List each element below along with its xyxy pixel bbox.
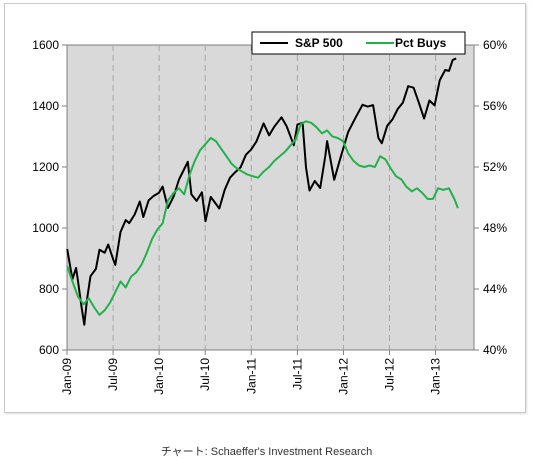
x-tick-label: Jul-09 (106, 358, 120, 391)
y-left-tick-label: 600 (39, 343, 59, 357)
chart-frame: Jan-09 Jul-09 Jan-10 Jul-10 Jan-11 Jul-11 Jan-… (4, 3, 526, 413)
legend-label: Pct Buys (395, 36, 447, 50)
legend-label: S&P 500 (295, 36, 343, 50)
chart: Jan-09 Jul-09 Jan-10 Jul-10 Jan-11 Jul-11 Jan-… (32, 31, 507, 395)
series-line-pct-buys (66, 120, 459, 316)
x-tick-label: Jul-10 (198, 358, 212, 391)
x-tick-label: Jan-13 (429, 358, 443, 395)
plot-area (66, 44, 475, 351)
y-left-tick-label: 800 (39, 282, 59, 296)
y-right-tick-label: 52% (483, 160, 507, 174)
x-tick-label: Jul-12 (383, 358, 397, 391)
y-right-tick-label: 56% (483, 99, 507, 113)
x-tick-label: Jan-09 (60, 358, 74, 395)
chart-caption: チャート: Schaeffer's Investment Research (160, 446, 373, 458)
y-right-tick-label: 48% (483, 221, 507, 235)
axes: Jan-09 Jul-09 Jan-10 Jul-10 Jan-11 Jul-11 Jan-… (32, 38, 507, 395)
y-right-tick-label: 40% (483, 343, 507, 357)
y-left-tick-label: 1600 (32, 38, 59, 52)
grid-lines (112, 45, 437, 350)
x-tick-label: Jan-11 (244, 358, 258, 394)
x-tick-label: Jan-10 (152, 358, 166, 395)
series-layer (66, 57, 459, 326)
y-right-tick-label: 44% (483, 282, 507, 296)
y-left-tick-label: 1200 (32, 160, 59, 174)
legend: S&P 500 Pct Buys (251, 31, 466, 55)
x-tick-label: Jul-11 (290, 358, 304, 390)
y-left-tick-label: 1000 (32, 221, 59, 235)
series-line-sp500 (66, 57, 457, 326)
y-right-tick-label: 60% (483, 38, 507, 52)
legend-box (251, 31, 466, 55)
y-left-tick-label: 1400 (32, 99, 59, 113)
x-tick-label: Jan-12 (336, 358, 350, 395)
